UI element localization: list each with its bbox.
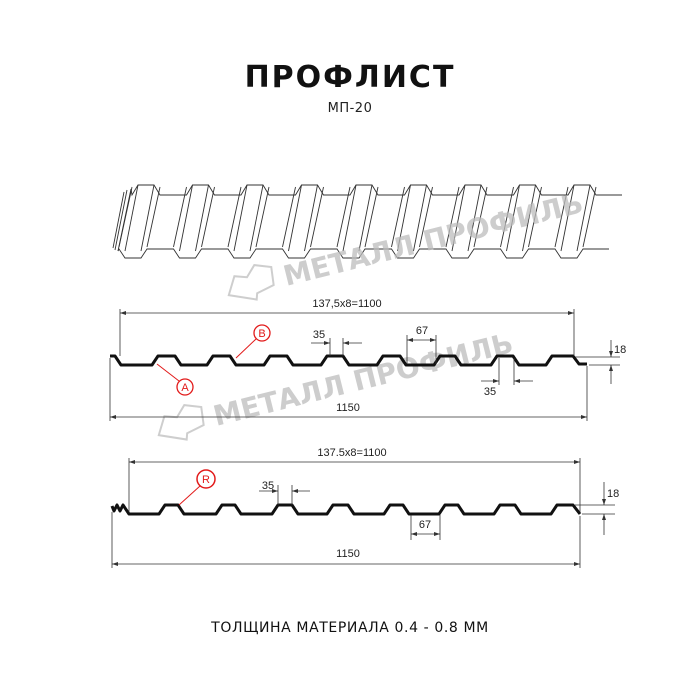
rib-edge [140, 184, 155, 252]
dimension-width: 1150 [109, 358, 588, 421]
rib-edge [413, 184, 427, 252]
dimension-top-flat: 35 [259, 480, 310, 505]
dimension-bottom-flat: 35 [481, 358, 533, 398]
rib-edge [358, 184, 373, 252]
dimension-height: 18 [575, 340, 626, 384]
rib-edge [227, 186, 242, 248]
rib-edge [336, 186, 351, 248]
rib-edge [255, 186, 270, 248]
top-flat-label: 35 [313, 329, 325, 341]
rib-edge [201, 186, 215, 248]
rib-edge [146, 186, 161, 248]
rib-edge [397, 184, 411, 252]
rib-edge [364, 186, 379, 248]
rib-edge [522, 184, 536, 252]
height-label: 18 [607, 488, 619, 500]
isometric-sheet [112, 184, 622, 259]
watermark-1: МЕТАЛЛ ПРОФИЛЬ [227, 186, 586, 301]
rib-edge [528, 186, 542, 248]
rib-edge [451, 184, 466, 252]
dimension-rib: 67 [410, 515, 441, 540]
dimension-height: 18 [575, 482, 619, 535]
svg-text:R: R [202, 474, 210, 486]
profile-a-line [110, 354, 587, 367]
rib-edge [554, 186, 569, 248]
rib-edge [419, 186, 433, 248]
rib-edge [249, 184, 264, 252]
profile-b-line [110, 503, 582, 516]
model-subtitle: МП-20 [327, 101, 373, 116]
height-label: 18 [614, 344, 626, 356]
pitch-label: 137,5x8=1100 [312, 298, 381, 310]
dimension-pitch: 137.5x8=1100 [128, 447, 581, 512]
sheet-end-edge [112, 188, 132, 252]
svg-text:A: A [181, 382, 189, 394]
rib-edge [195, 184, 209, 252]
pitch-label: 137.5x8=1100 [317, 447, 386, 459]
rib-edge [582, 186, 597, 248]
marker-b: B [235, 324, 271, 359]
rib-edge [124, 184, 139, 252]
rib-edge [310, 186, 324, 248]
rib-edge [500, 186, 514, 248]
page-title: ПРОФЛИСТ [244, 60, 456, 95]
rib-edge [473, 186, 488, 248]
material-thickness: ТОЛЩИНА МАТЕРИАЛА 0.4 - 0.8 ММ [211, 620, 489, 636]
watermark-2: МЕТАЛЛ ПРОФИЛЬ [157, 326, 516, 441]
dimension-width: 1150 [111, 512, 581, 568]
dimension-top-flat: 35 [311, 329, 362, 356]
dimension-rib: 67 [406, 325, 437, 364]
sheet-top-edge [130, 184, 622, 197]
rib-edge [506, 184, 520, 252]
bottom-flat-label: 35 [484, 386, 496, 398]
rib-label: 67 [416, 325, 428, 337]
rib-edge [560, 184, 575, 252]
svg-text:B: B [258, 328, 265, 340]
width-label: 1150 [336, 402, 360, 414]
marker-a: A [156, 363, 194, 396]
rib-edge [391, 186, 405, 248]
rib-edge [173, 186, 187, 248]
rib-edge [304, 184, 318, 252]
rib-edge [233, 184, 248, 252]
top-flat-label: 35 [262, 480, 274, 492]
rib-edge [445, 186, 460, 248]
profile-b: 137.5x8=1100 1150 35 67 18 [110, 447, 619, 568]
watermark-logo-icon [227, 264, 275, 301]
watermark-logo-icon [157, 404, 205, 441]
width-label: 1150 [336, 548, 360, 560]
rib-edge [467, 184, 482, 252]
marker-r: R [178, 469, 216, 506]
rib-edge [288, 184, 302, 252]
profile-a: 137,5x8=1100 1150 35 67 35 [109, 298, 626, 421]
rib-edge [282, 186, 296, 248]
rib-label: 67 [419, 519, 431, 531]
rib-edge [576, 184, 591, 252]
dimension-pitch: 137,5x8=1100 [119, 298, 575, 356]
rib-edge [342, 184, 357, 252]
rib-edge [179, 184, 193, 252]
sheet-bottom-edge [117, 248, 609, 259]
watermark-text: МЕТАЛЛ ПРОФИЛЬ [280, 186, 586, 292]
